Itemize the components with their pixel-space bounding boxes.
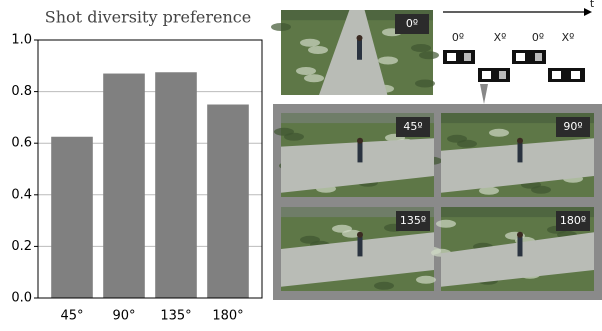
bar	[103, 73, 145, 298]
axes-frame	[37, 39, 263, 299]
timeline-tick-label: Xº	[494, 31, 507, 44]
scene-sky	[441, 207, 594, 218]
scene-sky	[281, 207, 434, 218]
x-tick-label: 45°	[60, 309, 83, 324]
foliage	[271, 23, 291, 31]
chart-title: Shot diversity preference	[45, 8, 251, 27]
foliage	[378, 56, 398, 65]
foliage	[447, 134, 467, 143]
foliage	[436, 219, 456, 228]
foliage	[489, 128, 509, 137]
foliage	[332, 224, 352, 233]
view-label-box	[556, 211, 590, 231]
timeline-tick-label: 0º	[532, 31, 544, 44]
person	[357, 236, 363, 257]
timeline-label: t	[590, 0, 595, 10]
y-tick-label: 0.2	[11, 239, 32, 254]
person-head	[357, 231, 363, 238]
person	[517, 236, 523, 257]
x-tick-label: 90°	[112, 309, 135, 324]
foliage	[304, 74, 324, 83]
scene-sky	[281, 113, 434, 124]
y-tick-label: 0.0	[11, 291, 32, 306]
timeline-tick-label: 0º	[452, 31, 464, 44]
foliage	[415, 79, 435, 88]
bar	[207, 104, 249, 298]
person	[517, 142, 523, 163]
scene-sky	[441, 113, 594, 124]
timeline-tick-label: Xº	[562, 31, 575, 44]
view-label: 0º	[406, 17, 418, 30]
y-tick-label: 1.0	[11, 33, 32, 48]
scene-path	[441, 138, 594, 193]
scene-path	[441, 232, 594, 287]
person	[357, 39, 362, 60]
person-head	[357, 137, 363, 144]
y-tick-label: 0.4	[11, 187, 32, 202]
foliage	[300, 235, 320, 244]
scene-path	[319, 10, 388, 95]
foliage	[411, 44, 431, 52]
y-tick-label: 0.8	[11, 84, 32, 99]
bar	[51, 136, 93, 298]
foliage	[419, 51, 439, 60]
view-label: 135º	[400, 214, 426, 227]
foliage	[300, 38, 320, 47]
scene-path	[281, 138, 434, 193]
foliage	[296, 67, 316, 75]
film-strips	[443, 50, 585, 82]
view-label: 180º	[560, 214, 586, 227]
x-tick-label: 180°	[212, 309, 243, 324]
bar	[155, 72, 197, 298]
view-label-box	[556, 117, 590, 137]
foliage	[308, 46, 328, 54]
view-label-box	[396, 117, 430, 137]
foliage	[274, 127, 294, 136]
person-head	[356, 35, 363, 42]
person-head	[517, 137, 523, 144]
person	[357, 142, 363, 163]
foliage	[416, 275, 436, 284]
view-label-box	[396, 211, 430, 231]
timeline-arrow	[584, 8, 592, 16]
x-tick-label: 135°	[160, 309, 191, 324]
view-label-box	[395, 14, 429, 34]
foliage	[374, 281, 394, 290]
y-tick-label: 0.6	[11, 136, 32, 151]
view-label: 45º	[403, 120, 422, 133]
person-head	[517, 231, 523, 238]
foliage	[479, 186, 499, 195]
view-label: 90º	[563, 120, 582, 133]
callout	[480, 84, 488, 104]
scene-path	[281, 232, 434, 287]
